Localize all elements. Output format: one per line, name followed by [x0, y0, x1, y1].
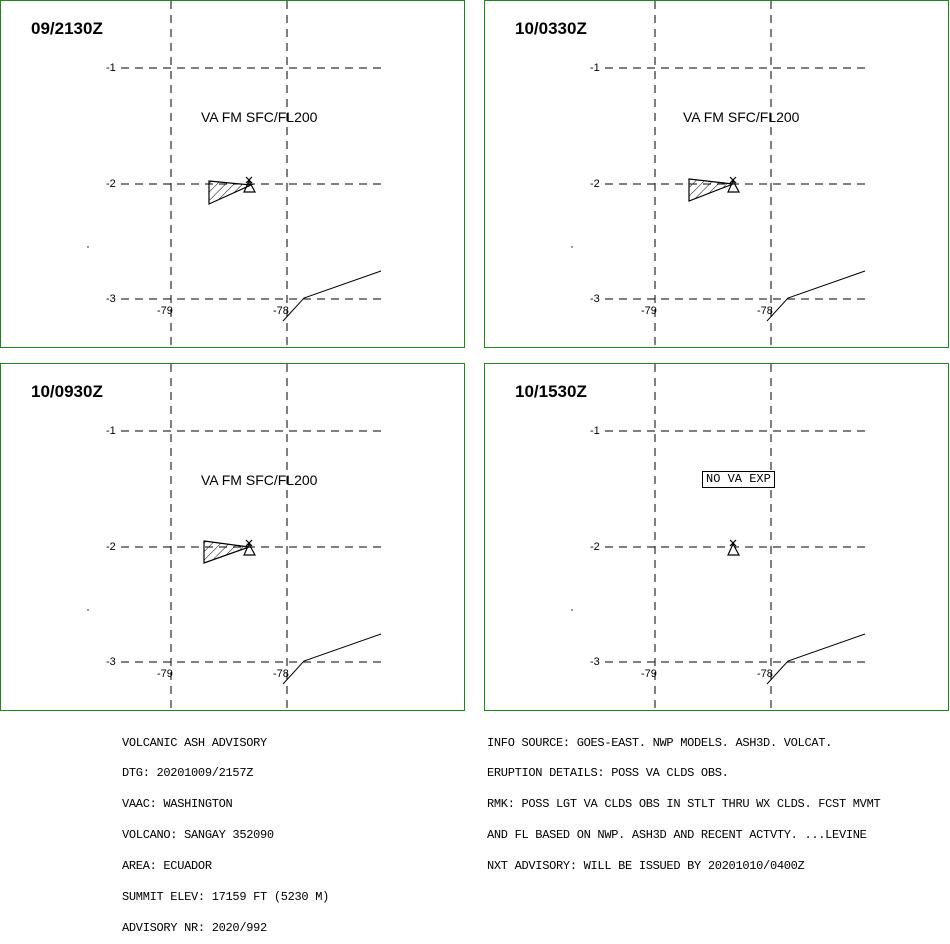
- lon-tick: -79: [157, 305, 173, 317]
- graticule: [121, 364, 381, 710]
- map-canvas: [571, 1, 866, 347]
- advisory-area: AREA: ECUADOR: [122, 859, 212, 874]
- va-label: VA FM SFC/FL200: [683, 109, 800, 125]
- lon-tick: -79: [641, 305, 657, 317]
- lat-tick: -1: [106, 425, 116, 437]
- lon-tick: -78: [273, 668, 289, 680]
- remarks-line-2: AND FL BASED ON NWP. ASH3D AND RECENT AC…: [487, 828, 867, 843]
- volcano-icon: [727, 176, 741, 193]
- lat-tick: -1: [106, 62, 116, 74]
- advisory-details-block: INFO SOURCE: GOES-EAST. NWP MODELS. ASH3…: [487, 717, 881, 882]
- lon-tick: -78: [757, 668, 773, 680]
- coastline: [282, 633, 382, 685]
- lat-tick: -2: [106, 178, 116, 190]
- map-canvas: [571, 364, 866, 710]
- lat-tick: -3: [106, 656, 116, 668]
- panel-time: 10/0330Z: [515, 19, 587, 38]
- lat-tick: -2: [106, 541, 116, 553]
- advisory-title: VOLCANIC ASH ADVISORY: [122, 735, 267, 750]
- lat-tick: -1: [590, 425, 600, 437]
- volcano-icon: [243, 176, 257, 193]
- remarks-line-1: RMK: POSS LGT VA CLDS OBS IN STLT THRU W…: [487, 797, 881, 812]
- next-advisory: NXT ADVISORY: WILL BE ISSUED BY 20201010…: [487, 859, 805, 874]
- map-canvas: [87, 1, 382, 347]
- ash-cloud-polygon: [208, 180, 254, 205]
- graticule: [605, 364, 865, 710]
- advisory-header-block: VOLCANIC ASH ADVISORY DTG: 20201009/2157…: [122, 717, 329, 944]
- forecast-panel-4: 10/1530Z NO VA EXP -1 -2 -3 -79 -78: [484, 363, 949, 711]
- no-va-exp-label: NO VA EXP: [702, 471, 775, 488]
- lat-tick: -3: [106, 293, 116, 305]
- advisory-volcano: VOLCANO: SANGAY 352090: [122, 828, 274, 843]
- advisory-dtg: DTG: 20201009/2157Z: [122, 766, 254, 781]
- ash-cloud-polygon: [203, 540, 250, 564]
- lat-tick: -1: [590, 62, 600, 74]
- map-canvas: [87, 364, 382, 710]
- panel-time: 10/1530Z: [515, 382, 587, 401]
- coastline: [766, 270, 866, 322]
- panel-time: 09/2130Z: [31, 19, 103, 38]
- info-source: INFO SOURCE: GOES-EAST. NWP MODELS. ASH3…: [487, 735, 833, 750]
- coastline: [766, 633, 866, 685]
- ash-cloud-polygon: [688, 178, 734, 202]
- forecast-panel-2: 10/0330Z VA FM SFC/FL200 -1 -2 -3 -79 -7…: [484, 0, 949, 348]
- va-label: VA FM SFC/FL200: [201, 109, 318, 125]
- lat-tick: -2: [590, 178, 600, 190]
- lat-tick: -3: [590, 656, 600, 668]
- advisory-vaac: VAAC: WASHINGTON: [122, 797, 233, 812]
- lat-tick: -3: [590, 293, 600, 305]
- lon-tick: -78: [757, 305, 773, 317]
- forecast-panel-1: 09/2130Z VA FM SFC/FL200 -1 -2 -3 -79 -7…: [0, 0, 465, 348]
- advisory-number: ADVISORY NR: 2020/992: [122, 920, 267, 935]
- panel-time: 10/0930Z: [31, 382, 103, 401]
- coastline: [282, 270, 382, 322]
- forecast-panel-3: 10/0930Z VA FM SFC/FL200 -1 -2 -3 -79 -7…: [0, 363, 465, 711]
- va-label: VA FM SFC/FL200: [201, 472, 318, 488]
- volcano-icon: [243, 539, 257, 556]
- graticule: [121, 1, 381, 347]
- advisory-summit: SUMMIT ELEV: 17159 FT (5230 M): [122, 890, 330, 905]
- eruption-details: ERUPTION DETAILS: POSS VA CLDS OBS.: [487, 766, 729, 781]
- lon-tick: -79: [641, 668, 657, 680]
- lon-tick: -79: [157, 668, 173, 680]
- volcano-icon: [727, 539, 741, 556]
- lon-tick: -78: [273, 305, 289, 317]
- lat-tick: -2: [590, 541, 600, 553]
- graticule: [605, 1, 865, 347]
